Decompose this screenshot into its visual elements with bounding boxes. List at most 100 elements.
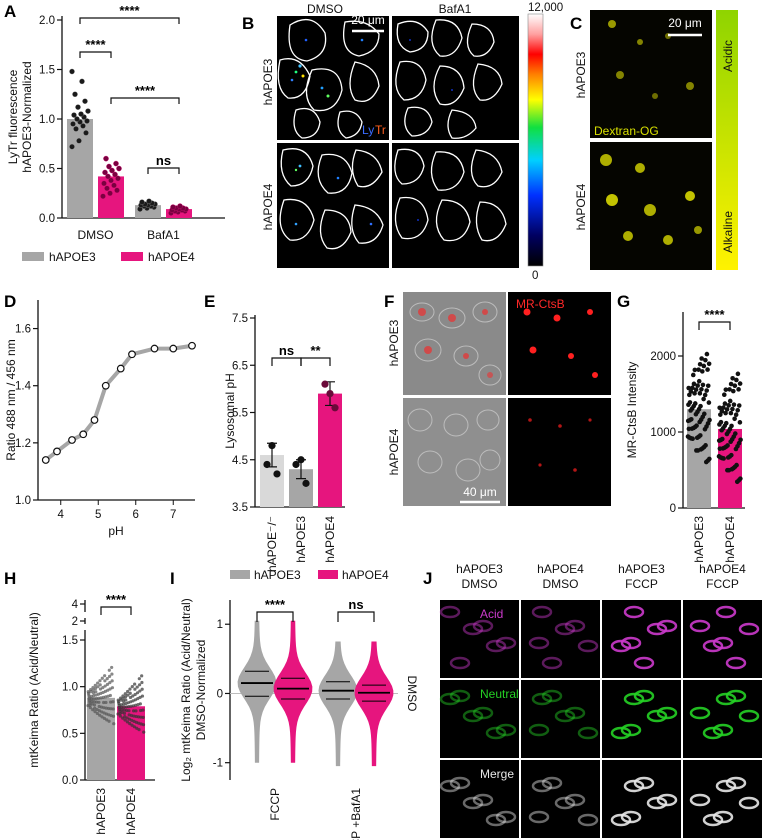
data-point (697, 361, 703, 367)
sig-fccp-bafa1-bracket (337, 611, 375, 622)
mitochondria-signal (689, 793, 711, 807)
data-point (188, 341, 196, 350)
data-point (96, 681, 100, 685)
y-axis-label: Lysosomal pH (223, 373, 237, 449)
mitochondria-signal (449, 656, 471, 670)
data-point (727, 387, 732, 392)
panel-d: D 1.0 1.2 1.4 1.6 4 5 6 7 Ratio 488 nm / 456 n… (4, 292, 196, 538)
mitochondria-signal (738, 622, 760, 636)
data-point (717, 405, 722, 411)
mitochondria-signal (610, 726, 632, 740)
mitochondria-signal (462, 709, 484, 723)
panel-label-d: D (4, 292, 16, 311)
sig-hapoe3-bracket (79, 17, 180, 24)
colorbar (527, 13, 544, 267)
mitochondria-signal (715, 779, 737, 793)
x-category-label: hAPOE4 (723, 516, 737, 563)
data-point (70, 121, 76, 127)
mitochondria-signal (531, 779, 553, 793)
data-point (109, 707, 113, 711)
data-point (117, 703, 121, 707)
data-point (135, 685, 139, 689)
mitochondria-signal (738, 709, 760, 723)
y-axis-label: Ratio 488 nm / 456 nm (4, 339, 18, 460)
data-point (733, 412, 739, 418)
data-point (123, 715, 127, 719)
data-point (131, 699, 135, 703)
data-point (297, 456, 305, 464)
cell-outlines (277, 18, 507, 250)
data-point (730, 375, 735, 381)
data-point (78, 111, 84, 117)
data-point (690, 385, 695, 391)
data-point (331, 404, 339, 412)
data-point (737, 420, 743, 425)
data-point (128, 721, 132, 726)
data-point (124, 701, 128, 706)
mitochondria-signal (495, 810, 517, 824)
micrograph-tile (521, 760, 600, 838)
panel-label-i: I (170, 569, 175, 588)
panel-f: F MR-CtsB 40 μm hAPOE3 hAPOE4 (384, 292, 611, 506)
data-point (89, 690, 93, 694)
column-label-bafa1: BafA1 (439, 2, 472, 16)
panel-j: J hAPOE3DMSOhAPOE4DMSOhAPOE3FCCPhAPOE4FC… (423, 562, 762, 838)
mitochondria-signal (633, 689, 655, 703)
x-tick-label: 6 (133, 509, 139, 521)
micrograph-grid: Acid Neutral Merge (439, 600, 762, 838)
mitochondria-signal (577, 813, 599, 827)
data-points (41, 341, 196, 464)
mitochondria-signal (564, 619, 586, 633)
x-axis-label: pH (108, 524, 123, 538)
data-point (107, 674, 112, 679)
panel-label-g: G (617, 292, 630, 311)
data-point (83, 130, 89, 136)
data-point (731, 388, 736, 394)
data-point (104, 185, 110, 192)
data-point (96, 685, 100, 689)
sig-g-bracket (698, 321, 731, 330)
data-point (102, 700, 106, 705)
data-point (109, 700, 113, 704)
data-point (292, 460, 300, 469)
mitochondria-signal (449, 689, 471, 703)
sig-null-vs-e3-bracket (271, 357, 302, 366)
violin (273, 620, 313, 763)
data-point (105, 173, 111, 180)
x-category-label: hAPOE⁻/⁻ (265, 516, 279, 572)
data-point (128, 350, 136, 359)
x-tick-label: 5 (95, 509, 101, 521)
data-point (87, 695, 91, 699)
data-point (706, 400, 712, 405)
data-point (105, 718, 109, 722)
data-point (91, 688, 95, 692)
y-tick-label: 2000 (650, 351, 676, 363)
data-point (696, 367, 701, 372)
mitochondria-signal (623, 692, 645, 706)
significance-brackets: **** (100, 592, 132, 615)
data-point (686, 385, 691, 391)
data-point (69, 143, 75, 150)
column-label-dmso: DMSO (307, 2, 343, 16)
data-points (263, 380, 339, 487)
data-point (703, 443, 708, 448)
x-tick-label: 4 (58, 509, 65, 521)
sig-null-vs-e3-label: ns (279, 343, 294, 358)
ph-bar-top-label: Acidic (721, 40, 735, 72)
x-category-label: hAPOE3 (94, 788, 108, 835)
mitochondria-signal (623, 779, 645, 793)
data-point (128, 687, 132, 691)
data-point (263, 460, 271, 469)
panel-h: H 0.0 0.5 1.0 1.5 2 4 **** hAPOE3 hAPOE4 mtKei… (4, 569, 155, 835)
x-category-label: FCCP (268, 788, 282, 821)
significance-brackets: **** ns (256, 597, 375, 622)
mitochondria-signal (531, 692, 553, 706)
data-point (701, 396, 706, 402)
data-point (103, 155, 109, 162)
y-tick-label: 2.0 (39, 15, 55, 27)
mitochondria-signal (623, 605, 645, 619)
mitochondria-signal (564, 706, 586, 720)
micrograph-tile (440, 680, 519, 758)
data-point (116, 165, 122, 172)
mitochondria-signal (528, 723, 550, 737)
